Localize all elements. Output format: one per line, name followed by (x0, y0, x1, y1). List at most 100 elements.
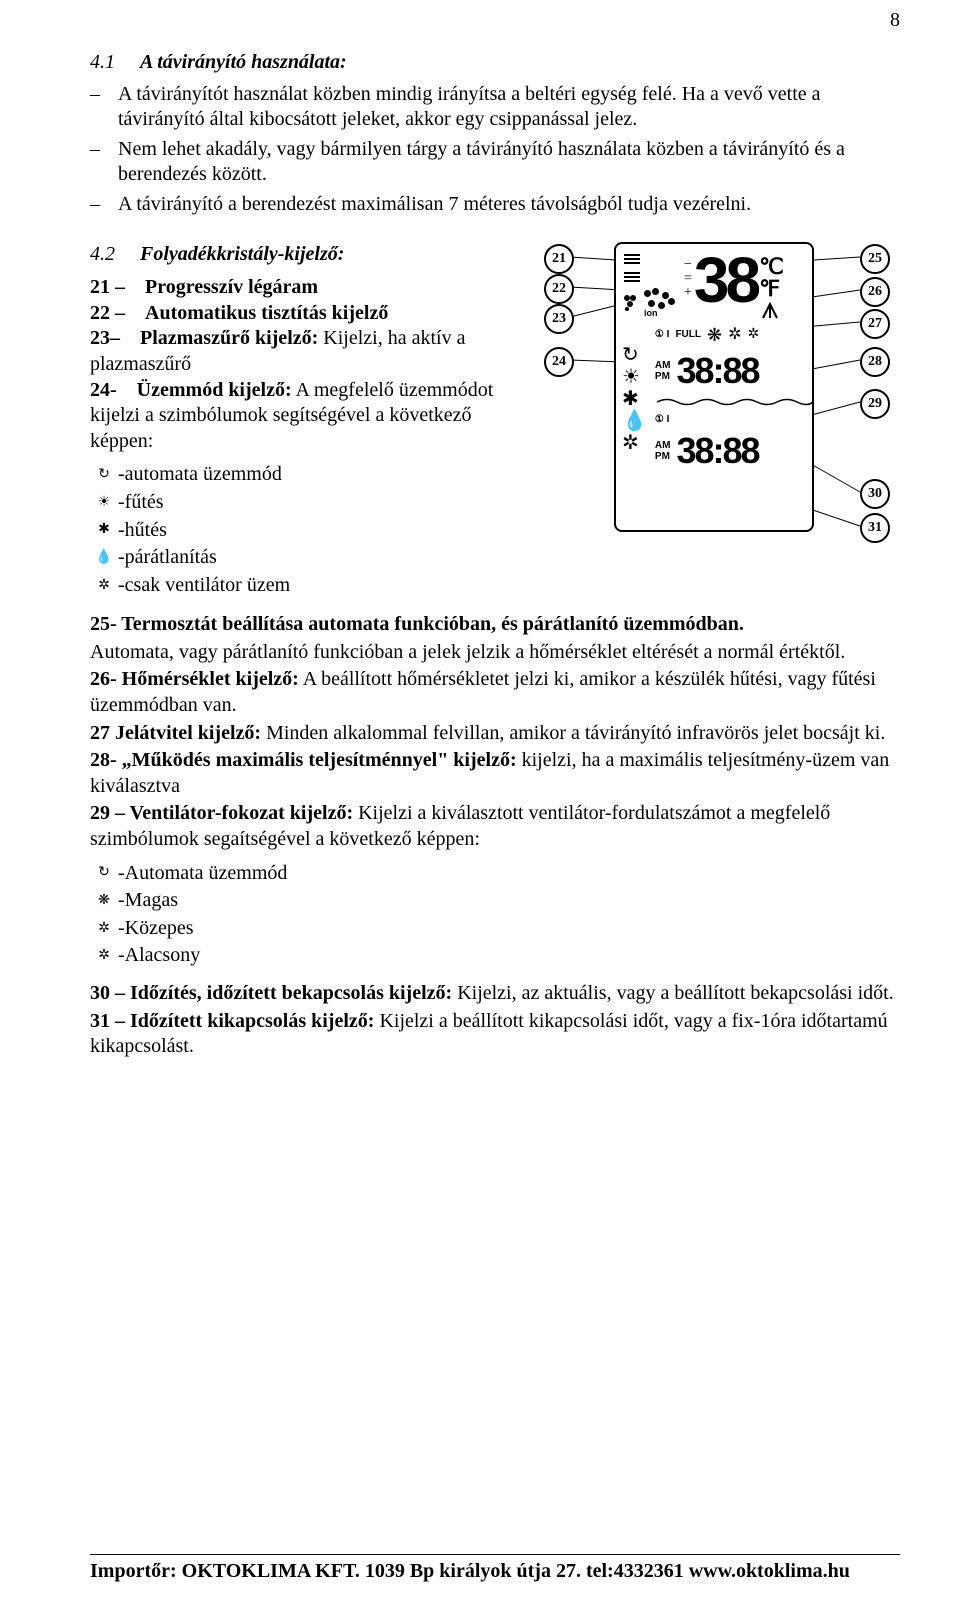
para-28-bold: 28- „Működés maximális teljesítménnyel" … (90, 749, 517, 771)
para-26-bold: 26- Hőmérséklet kijelző: (90, 668, 299, 690)
fan-level-item: ✲ -Közepes (90, 916, 900, 942)
mode-symbol-item: ↻ -automata üzemmód (90, 462, 520, 488)
dash-bullet: – (90, 137, 118, 188)
list-item-text: Nem lehet akadály, vagy bármilyen tárgy … (118, 137, 900, 188)
mode-symbol-item: ✱ -hűtés (90, 518, 520, 544)
temp-digits: 38 (694, 252, 757, 310)
callout-27: 27 (860, 309, 890, 339)
para-25b: Automata, vagy párátlanító funkcióban a … (90, 640, 900, 666)
term-bold: Üzemmód kijelző: (137, 379, 292, 401)
fan-icon: ✲ (747, 326, 759, 344)
full-label: FULL (675, 329, 701, 342)
mode-symbol-item: 💧 -párátlanítás (90, 545, 520, 571)
term-bold: Automatikus tisztítás kijelző (145, 302, 388, 324)
callout-25: 25 (860, 244, 890, 274)
para-25-bold: 25- Termosztát beállítása automata funkc… (90, 613, 744, 635)
list-item-text: A távirányítót használat közben mindig i… (118, 82, 900, 133)
definition-23: 23– Plazmaszűrő kijelző: Kijelzi, ha akt… (90, 326, 520, 377)
pm-label: PM (655, 371, 671, 382)
lcd-diagram: 21 22 23 24 25 26 27 28 29 30 31 (544, 242, 900, 562)
mode-symbol-item: ✲ -csak ventilátor üzem (90, 573, 520, 599)
mode-symbol-label: -csak ventilátor üzem (118, 573, 520, 599)
callout-30: 30 (860, 479, 890, 509)
term-number: 21 – (90, 276, 125, 298)
para-30-bold: 30 – Időzítés, időzített bekapcsolás kij… (90, 982, 452, 1004)
section-4-1-title: A távirányító használata: (140, 51, 347, 73)
mode-symbol-label: -párátlanítás (118, 545, 520, 571)
callout-24: 24 (544, 347, 574, 377)
dry-mode-icon: 💧 (90, 549, 118, 567)
callout-21: 21 (544, 244, 574, 274)
list-item: – A távirányítót használat közben mindig… (90, 82, 900, 133)
am-label: AM (655, 360, 671, 371)
fan-level-list: ↻ -Automata üzemmód ❋ -Magas ✲ -Közepes … (90, 861, 900, 969)
fan-level-item: ❋ -Magas (90, 888, 900, 914)
dash-bullet: – (90, 192, 118, 218)
auto-mode-icon: ↻ (90, 466, 118, 484)
section-4-1-number: 4.1 (90, 51, 115, 73)
off-label: ① I (655, 414, 670, 427)
fan-only-mode-icon: ✲ (90, 577, 118, 595)
definition-24: 24- Üzemmód kijelző: A megfelelő üzemmód… (90, 378, 520, 455)
fan-level-label: -Magas (118, 888, 900, 914)
fan-low-icon: ✲ (90, 947, 118, 965)
term-number: 23– (90, 327, 120, 349)
fan-med-icon: ✲ (90, 920, 118, 938)
definition-22: 22 – Automatikus tisztítás kijelző (90, 301, 520, 327)
airflow-icon (622, 252, 642, 266)
mode-symbol-label: -automata üzemmód (118, 462, 520, 488)
am-label: AM (655, 440, 671, 451)
mode-symbol-label: -hűtés (118, 518, 520, 544)
fan-level-label: -Alacsony (118, 943, 900, 969)
section-4-2-number: 4.2 (90, 243, 115, 265)
lcd-panel: ion −=+ 38 ℃ ℉ (614, 242, 814, 532)
callout-31: 31 (860, 513, 890, 543)
unit-f: ℉ (759, 278, 784, 300)
fan-icon: ❋ (707, 324, 722, 347)
term-number: 24- (90, 379, 117, 401)
body-text-2: 30 – Időzítés, időzített bekapcsolás kij… (90, 981, 900, 1060)
auto-fan-icon: ↻ (90, 864, 118, 882)
ion-icon: ion (644, 288, 678, 318)
term-number: 22 – (90, 302, 125, 324)
mode-symbol-list: ↻ -automata üzemmód ☀ -fűtés ✱ -hűtés 💧 … (90, 462, 520, 598)
term-bold: Plazmaszűrő kijelző: (140, 327, 318, 349)
body-text: 25- Termosztát beállítása automata funkc… (90, 612, 900, 852)
unit-c: ℃ (759, 256, 784, 278)
para-30-rest: Kijelzi, az aktuális, vagy a beállított … (452, 982, 894, 1004)
page-footer: Importőr: OKTOKLIMA KFT. 1039 Bp királyo… (90, 1554, 900, 1585)
mode-symbol-label: -fűtés (118, 490, 520, 516)
fan-level-item: ↻ -Automata üzemmód (90, 861, 900, 887)
list-item-text: A távirányító a berendezést maximálisan … (118, 192, 900, 218)
fan-icon: ✲ (728, 325, 741, 345)
section-4-2-title: Folyadékkristály-kijelző: (140, 243, 344, 265)
importer-value: OKTOKLIMA KFT. 1039 Bp királyok útja 27.… (177, 1560, 850, 1582)
section-4-1-heading: 4.1 A távirányító használata: (90, 50, 900, 76)
list-item: – Nem lehet akadály, vagy bármilyen tárg… (90, 137, 900, 188)
term-bold: Progresszív légáram (145, 276, 318, 298)
section-4-1-list: – A távirányítót használat közben mindig… (90, 82, 900, 218)
fan-high-icon: ❋ (90, 892, 118, 910)
page-number: 8 (890, 8, 900, 34)
ion-label: ion (644, 308, 658, 320)
para-29-bold: 29 – Ventilátor-fokozat kijelző: (90, 802, 353, 824)
grape-icon (622, 293, 638, 313)
para-27-rest: Minden alkalommal felvillan, amikor a tá… (261, 722, 885, 744)
fan-level-label: -Automata üzemmód (118, 861, 900, 887)
on-label: ① I (655, 329, 670, 342)
timer-on-digits: 38:88 (676, 353, 758, 389)
mode-icons: ↻☀✱💧✲ (622, 345, 647, 453)
cool-mode-icon: ✱ (90, 521, 118, 539)
wavy-line-icon (655, 397, 815, 407)
callout-22: 22 (544, 274, 574, 304)
dash-bullet: – (90, 82, 118, 133)
section-4-2-heading: 4.2 Folyadékkristály-kijelző: (90, 242, 520, 268)
callout-29: 29 (860, 389, 890, 419)
fan-level-item: ✲ -Alacsony (90, 943, 900, 969)
callout-28: 28 (860, 347, 890, 377)
pm-label: PM (655, 451, 671, 462)
heat-mode-icon: ☀ (90, 494, 118, 512)
definition-21: 21 – Progresszív légáram (90, 275, 520, 301)
mode-symbol-item: ☀ -fűtés (90, 490, 520, 516)
importer-label: Importőr: (90, 1560, 177, 1582)
